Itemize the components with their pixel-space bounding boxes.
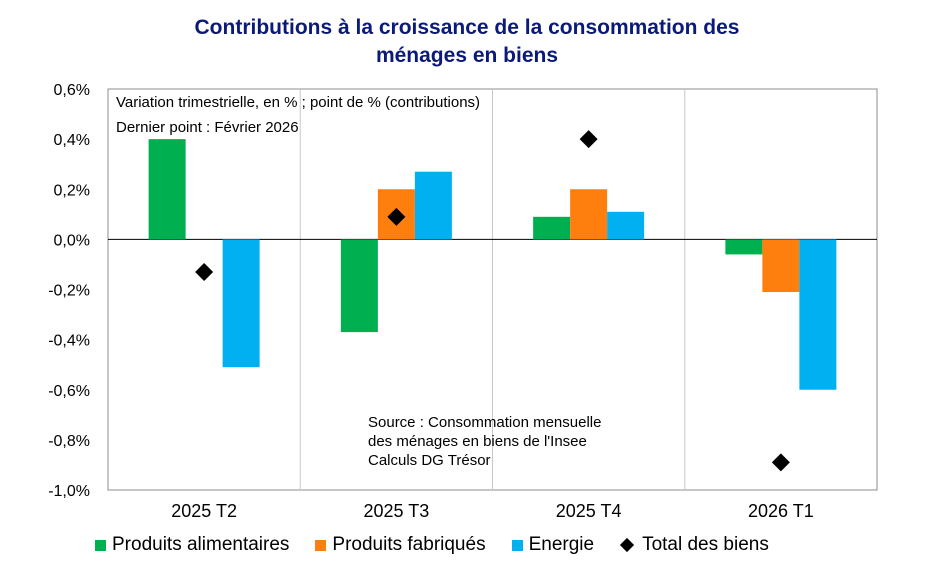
bar-energie-2 [607,211,645,240]
y-tick-label: -1,0% [48,483,90,500]
bar-energie-3 [799,239,837,390]
chart-title-line-2: ménages en biens [375,44,559,67]
total-marker-2 [579,130,598,149]
bar-produits-alimentaires-3 [725,239,763,255]
x-tick-label: 2026 T1 [748,501,814,521]
bar-energie-0 [222,239,260,368]
y-tick-label: 0,6% [54,82,90,99]
source-line-3: Calculs DG Trésor [368,452,491,469]
y-tick-label: -0,6% [48,383,90,400]
total-marker-3 [771,453,790,472]
y-tick-label: -0,8% [48,433,90,450]
chart-title: Contributions à la croissance de la cons… [0,14,934,70]
legend-label-food: Produits alimentaires [112,534,290,555]
legend-label-manufactured: Produits fabriqués [332,534,486,555]
legend-diamond-icon [620,537,635,553]
legend-swatch-food [95,539,106,551]
y-tick-label: -0,4% [48,333,90,350]
legend-swatch-energy [511,539,523,551]
y-tick-label: 0,2% [54,182,90,199]
total-marker-1 [387,207,406,226]
chart-note-units: Variation trimestrielle, en % ; point de… [116,94,481,111]
total-marker-0 [195,262,214,281]
legend-item-total: Total des biens [620,534,769,556]
bar-produits-alimentaires-1 [340,239,378,333]
chart-source: Source : Consommation mensuelle des ména… [368,413,601,470]
bar-produits-fabriqu-s-2 [570,189,608,240]
chart-legend: Produits alimentaires Produits fabriqués… [95,531,795,559]
bar-energie-1 [414,171,452,240]
source-line-1: Source : Consommation mensuelle [368,414,602,431]
bar-produits-alimentaires-2 [533,216,571,240]
bar-produits-alimentaires-0 [148,139,186,240]
bar-produits-fabriqu-s-3 [762,239,800,293]
chart-note-last-point: Dernier point : Février 2026 [116,119,299,136]
legend-label-total: Total des biens [642,534,769,555]
y-tick-label: 0,4% [54,132,90,149]
x-tick-label: 2025 T4 [556,501,622,521]
source-line-2: des ménages en biens de l'Insee [368,433,587,450]
legend-swatch-manufactured [315,539,327,551]
x-tick-label: 2025 T3 [364,501,430,521]
legend-item-energy: Energie [511,534,595,556]
chart-title-line-1: Contributions à la croissance de la cons… [194,16,740,39]
legend-item-manufactured: Produits fabriqués [315,534,486,556]
y-tick-label: -0,2% [48,283,90,300]
legend-label-energy: Energie [528,534,595,555]
legend-item-food: Produits alimentaires [95,534,289,556]
y-tick-label: 0,0% [54,232,90,249]
x-tick-label: 2025 T2 [171,501,237,521]
